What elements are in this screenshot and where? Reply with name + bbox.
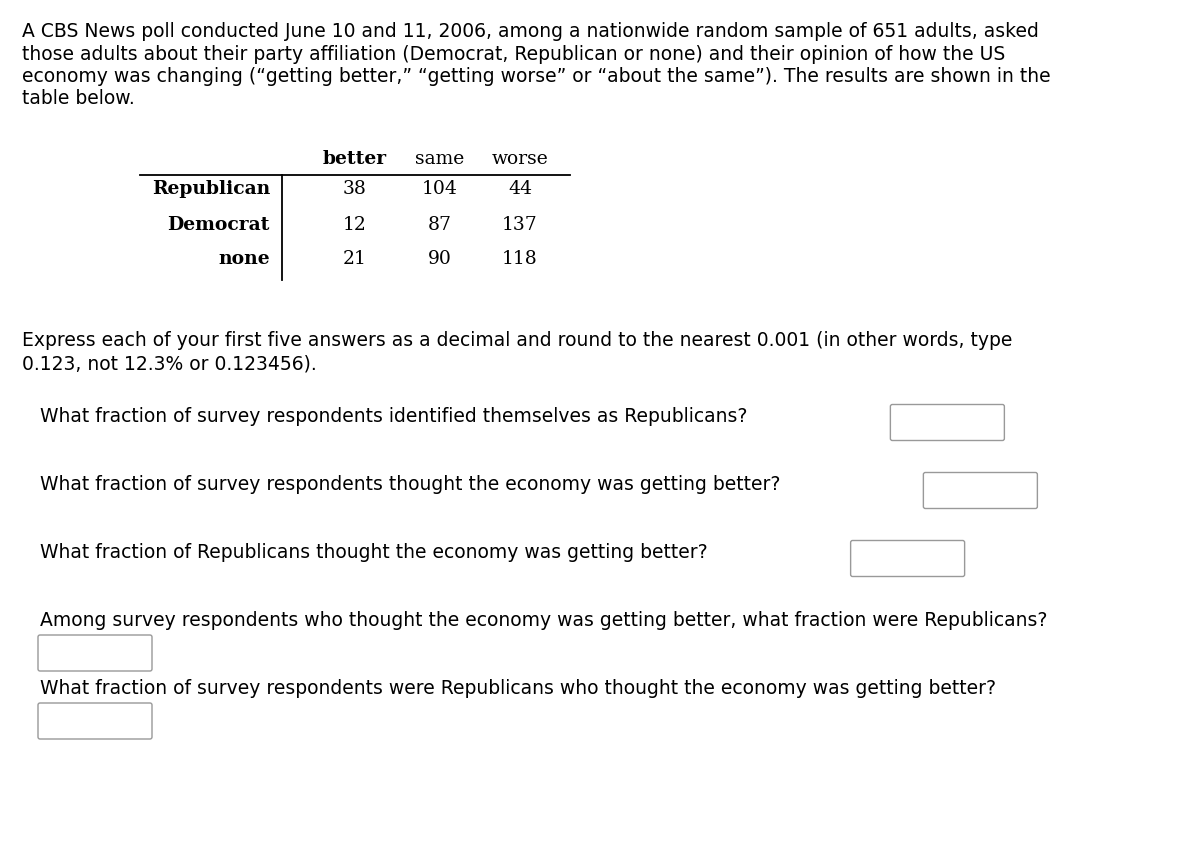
Text: economy was changing (“getting better,” “getting worse” or “about the same”). Th: economy was changing (“getting better,” … [22,67,1051,86]
Text: 137: 137 [502,215,538,233]
Text: better: better [323,150,388,168]
FancyBboxPatch shape [923,473,1037,509]
Text: Republican: Republican [151,181,270,199]
Text: Democrat: Democrat [168,215,270,233]
FancyBboxPatch shape [38,635,152,671]
Text: What fraction of survey respondents thought the economy was getting better?: What fraction of survey respondents thou… [40,474,780,493]
Text: A CBS News poll conducted June 10 and 11, 2006, among a nationwide random sample: A CBS News poll conducted June 10 and 11… [22,22,1039,41]
Text: 38: 38 [343,181,367,199]
Text: 21: 21 [343,251,367,269]
FancyBboxPatch shape [38,703,152,739]
Text: 118: 118 [502,251,538,269]
Text: those adults about their party affiliation (Democrat, Republican or none) and th: those adults about their party affiliati… [22,45,1006,64]
FancyBboxPatch shape [890,405,1004,441]
Text: Among survey respondents who thought the economy was getting better, what fracti: Among survey respondents who thought the… [40,610,1048,629]
FancyBboxPatch shape [851,541,965,577]
Text: Express each of your first five answers as a decimal and round to the nearest 0.: Express each of your first five answers … [22,331,1013,350]
Text: worse: worse [492,150,548,168]
Text: same: same [415,150,464,168]
Text: What fraction of survey respondents were Republicans who thought the economy was: What fraction of survey respondents were… [40,678,996,697]
Text: What fraction of Republicans thought the economy was getting better?: What fraction of Republicans thought the… [40,542,708,561]
Text: none: none [218,251,270,269]
Text: table below.: table below. [22,90,134,108]
Text: 87: 87 [428,215,452,233]
Text: 90: 90 [428,251,452,269]
Text: 12: 12 [343,215,367,233]
Text: 44: 44 [508,181,532,199]
Text: 104: 104 [422,181,458,199]
Text: What fraction of survey respondents identified themselves as Republicans?: What fraction of survey respondents iden… [40,406,748,425]
Text: 0.123, not 12.3% or 0.123456).: 0.123, not 12.3% or 0.123456). [22,354,317,373]
